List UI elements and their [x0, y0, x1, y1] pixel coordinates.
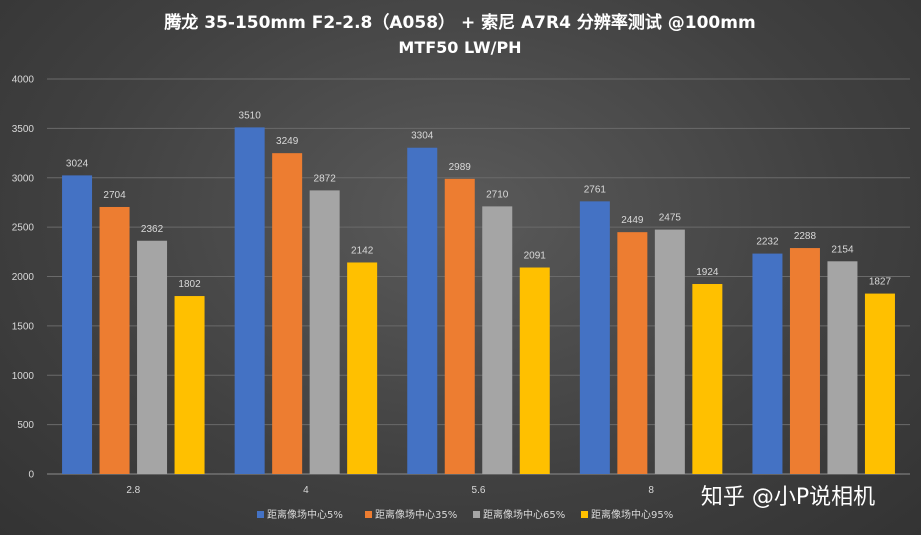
data-label: 2091 [524, 251, 547, 262]
bar [347, 262, 378, 474]
data-label: 2475 [659, 213, 682, 224]
data-label: 2232 [756, 237, 779, 248]
x-tick-label: 5.6 [472, 485, 486, 496]
data-label: 2704 [103, 190, 126, 201]
bar [407, 147, 438, 475]
y-tick-label: 2000 [12, 272, 35, 283]
bar [864, 293, 895, 474]
x-tick-label: 4 [303, 485, 309, 496]
legend-label: 距离像场中心35% [375, 508, 457, 521]
bar [482, 206, 513, 474]
data-label: 3304 [411, 131, 434, 142]
y-tick-label: 1000 [12, 371, 35, 382]
y-tick-label: 3500 [12, 124, 35, 135]
legend: 距离像场中心5% 距离像场中心35% 距离像场中心65% 距离像场中心95% [257, 508, 673, 521]
bar [234, 127, 265, 474]
bar [519, 267, 550, 474]
bar [692, 284, 723, 474]
data-labels: 3024 2704 2362 1802 3510 3249 2872 2142 3304 2989… [66, 110, 892, 290]
legend-label: 距离像场中心95% [591, 508, 673, 521]
data-label: 3249 [276, 136, 299, 147]
bar [309, 190, 340, 474]
bar [272, 153, 303, 474]
bar [579, 201, 610, 474]
legend-swatch [257, 511, 264, 518]
x-tick-label: 8 [648, 485, 654, 496]
data-label: 2872 [314, 173, 337, 184]
y-tick-label: 3000 [12, 173, 35, 184]
bar [827, 261, 858, 474]
chart-subtitle: MTF50 LW/PH [398, 38, 521, 57]
data-label: 3510 [239, 110, 262, 121]
y-axis: 0 500 1000 1500 2000 2500 3000 3500 4000 [12, 75, 35, 481]
data-label: 2142 [351, 245, 374, 256]
bar [752, 253, 783, 474]
bar [62, 175, 93, 474]
bars [62, 127, 895, 475]
data-label: 1924 [696, 267, 719, 278]
bar [99, 206, 130, 475]
data-label: 2154 [831, 244, 854, 255]
chart-title: 腾龙 35-150mm F2-2.8（A058） + 索尼 A7R4 分辨率测试… [164, 12, 755, 33]
data-label: 2449 [621, 215, 644, 226]
legend-label: 距离像场中心65% [483, 508, 565, 521]
bar [444, 178, 475, 474]
data-label: 3024 [66, 158, 89, 169]
x-tick-label: 2.8 [126, 485, 140, 496]
legend-swatch [581, 511, 588, 518]
y-tick-label: 2500 [12, 223, 35, 234]
data-label: 2761 [584, 184, 607, 195]
data-label: 2288 [794, 231, 817, 242]
data-label: 2989 [449, 162, 472, 173]
data-label: 2362 [141, 224, 164, 235]
y-tick-label: 500 [17, 420, 34, 431]
y-tick-label: 0 [28, 470, 34, 481]
y-tick-label: 4000 [12, 75, 35, 86]
bar [174, 296, 205, 474]
bar [617, 232, 648, 474]
x-axis: 2.8 4 5.6 8 [126, 485, 654, 496]
legend-label: 距离像场中心5% [267, 508, 343, 521]
data-label: 1827 [869, 277, 892, 288]
data-label: 1802 [178, 279, 201, 290]
watermark: 知乎 @小P说相机 [701, 485, 875, 510]
bar [137, 240, 168, 474]
legend-swatch [365, 511, 372, 518]
bar [789, 248, 820, 474]
data-label: 2710 [486, 189, 509, 200]
y-tick-label: 1500 [12, 321, 35, 332]
legend-swatch [473, 511, 480, 518]
bar [654, 229, 685, 474]
